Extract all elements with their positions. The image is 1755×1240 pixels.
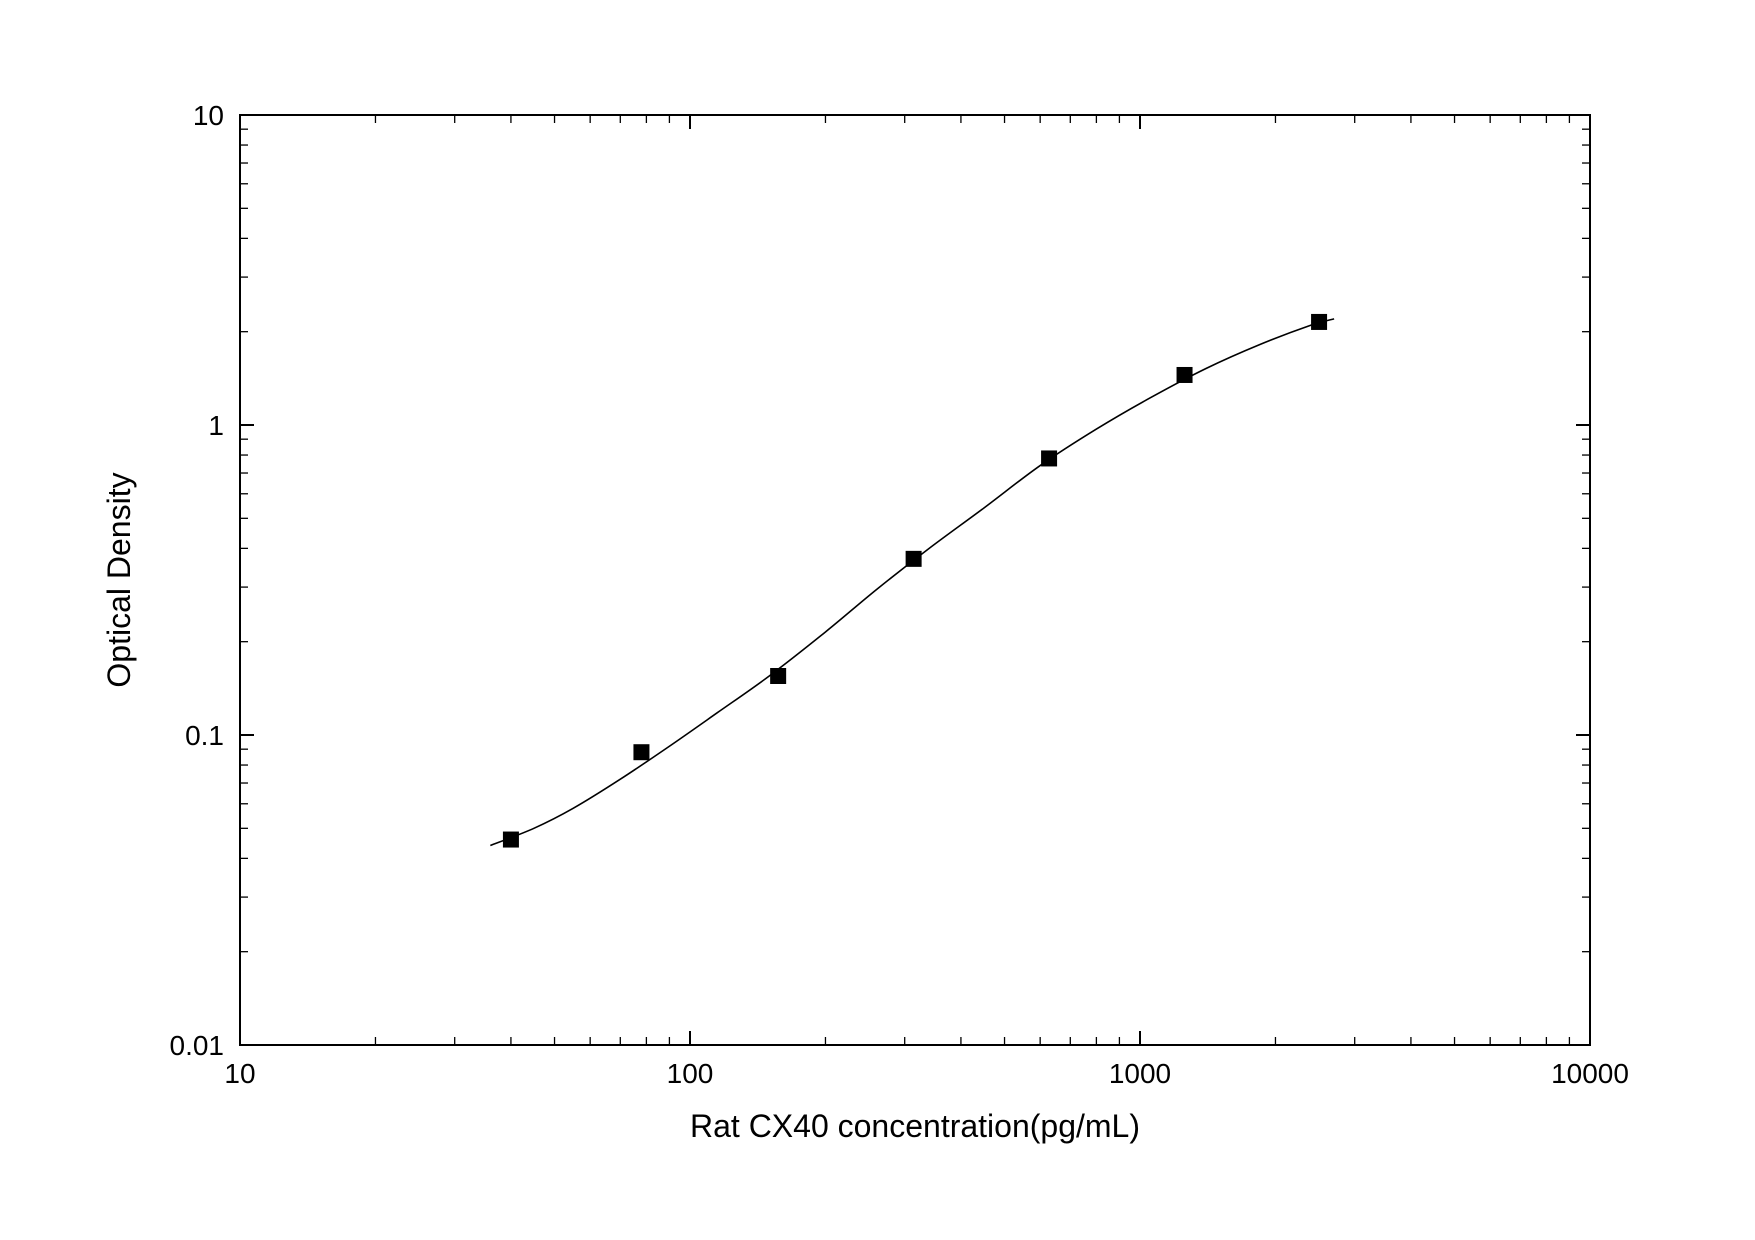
x-tick-label: 10 — [224, 1058, 255, 1089]
data-marker — [1311, 314, 1327, 330]
data-marker — [1177, 367, 1193, 383]
y-axis-title: Optical Density — [101, 472, 137, 687]
y-tick-label: 0.1 — [185, 720, 224, 751]
x-tick-label: 1000 — [1109, 1058, 1171, 1089]
data-marker — [503, 832, 519, 848]
y-tick-label: 10 — [193, 100, 224, 131]
data-marker — [1041, 450, 1057, 466]
y-tick-label: 0.01 — [170, 1030, 225, 1061]
x-tick-label: 10000 — [1551, 1058, 1629, 1089]
data-marker — [906, 551, 922, 567]
data-marker — [633, 744, 649, 760]
x-axis-title: Rat CX40 concentration(pg/mL) — [690, 1108, 1140, 1144]
x-tick-label: 100 — [667, 1058, 714, 1089]
y-tick-label: 1 — [208, 410, 224, 441]
chart-container: 10 100 1000 10000 0.01 0.1 1 10 Rat CX40 concent… — [0, 0, 1755, 1240]
data-marker — [770, 668, 786, 684]
chart-svg: 10 100 1000 10000 0.01 0.1 1 10 Rat CX40 concent… — [0, 0, 1755, 1240]
